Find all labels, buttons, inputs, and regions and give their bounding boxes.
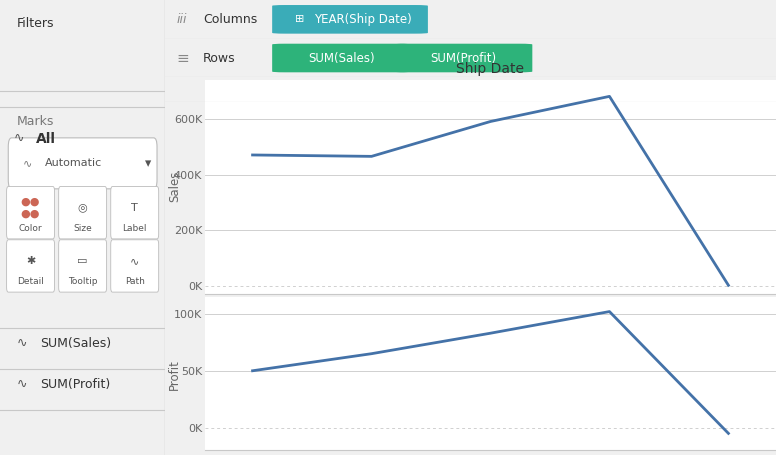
Text: Sales: Sales (168, 170, 181, 202)
Title: Ship Date: Ship Date (456, 62, 525, 76)
Text: SUM(Sales): SUM(Sales) (308, 51, 375, 65)
FancyBboxPatch shape (7, 187, 54, 239)
Text: Detail: Detail (17, 278, 44, 287)
FancyBboxPatch shape (59, 187, 106, 239)
Text: All: All (36, 132, 57, 146)
Text: ▭: ▭ (78, 256, 88, 266)
FancyBboxPatch shape (111, 187, 158, 239)
Text: Label: Label (123, 224, 147, 233)
Text: iii: iii (176, 13, 187, 26)
Text: Marks: Marks (16, 115, 54, 128)
Text: ◎: ◎ (78, 202, 88, 212)
Text: Automatic: Automatic (45, 158, 102, 168)
FancyBboxPatch shape (59, 240, 106, 292)
Text: Columns: Columns (203, 13, 258, 26)
Text: SUM(Profit): SUM(Profit) (40, 378, 110, 391)
Text: Filters: Filters (16, 17, 54, 30)
Text: ▾: ▾ (145, 157, 151, 170)
Text: ∿: ∿ (13, 132, 24, 145)
FancyBboxPatch shape (393, 44, 532, 72)
Text: Path: Path (125, 278, 144, 287)
Text: Profit: Profit (168, 359, 181, 390)
Text: SUM(Sales): SUM(Sales) (40, 337, 111, 350)
Text: ≡: ≡ (176, 51, 189, 66)
Text: ∿: ∿ (23, 158, 33, 168)
FancyBboxPatch shape (7, 240, 54, 292)
Text: YEAR(Ship Date): YEAR(Ship Date) (314, 13, 411, 26)
Text: ⊞: ⊞ (296, 15, 305, 24)
Text: Tooltip: Tooltip (68, 278, 98, 287)
Text: T: T (131, 202, 138, 212)
Text: SUM(Profit): SUM(Profit) (430, 51, 496, 65)
Text: ✱: ✱ (26, 256, 35, 266)
FancyBboxPatch shape (9, 138, 157, 189)
Text: ∿: ∿ (16, 378, 27, 391)
Text: ∿: ∿ (130, 256, 140, 266)
Text: Size: Size (73, 224, 92, 233)
Text: ∿: ∿ (16, 337, 27, 350)
Text: Color: Color (19, 224, 43, 233)
FancyBboxPatch shape (272, 5, 428, 34)
Text: Rows: Rows (203, 51, 236, 65)
Text: ●●
●●: ●● ●● (21, 197, 40, 218)
FancyBboxPatch shape (111, 240, 158, 292)
FancyBboxPatch shape (272, 44, 411, 72)
